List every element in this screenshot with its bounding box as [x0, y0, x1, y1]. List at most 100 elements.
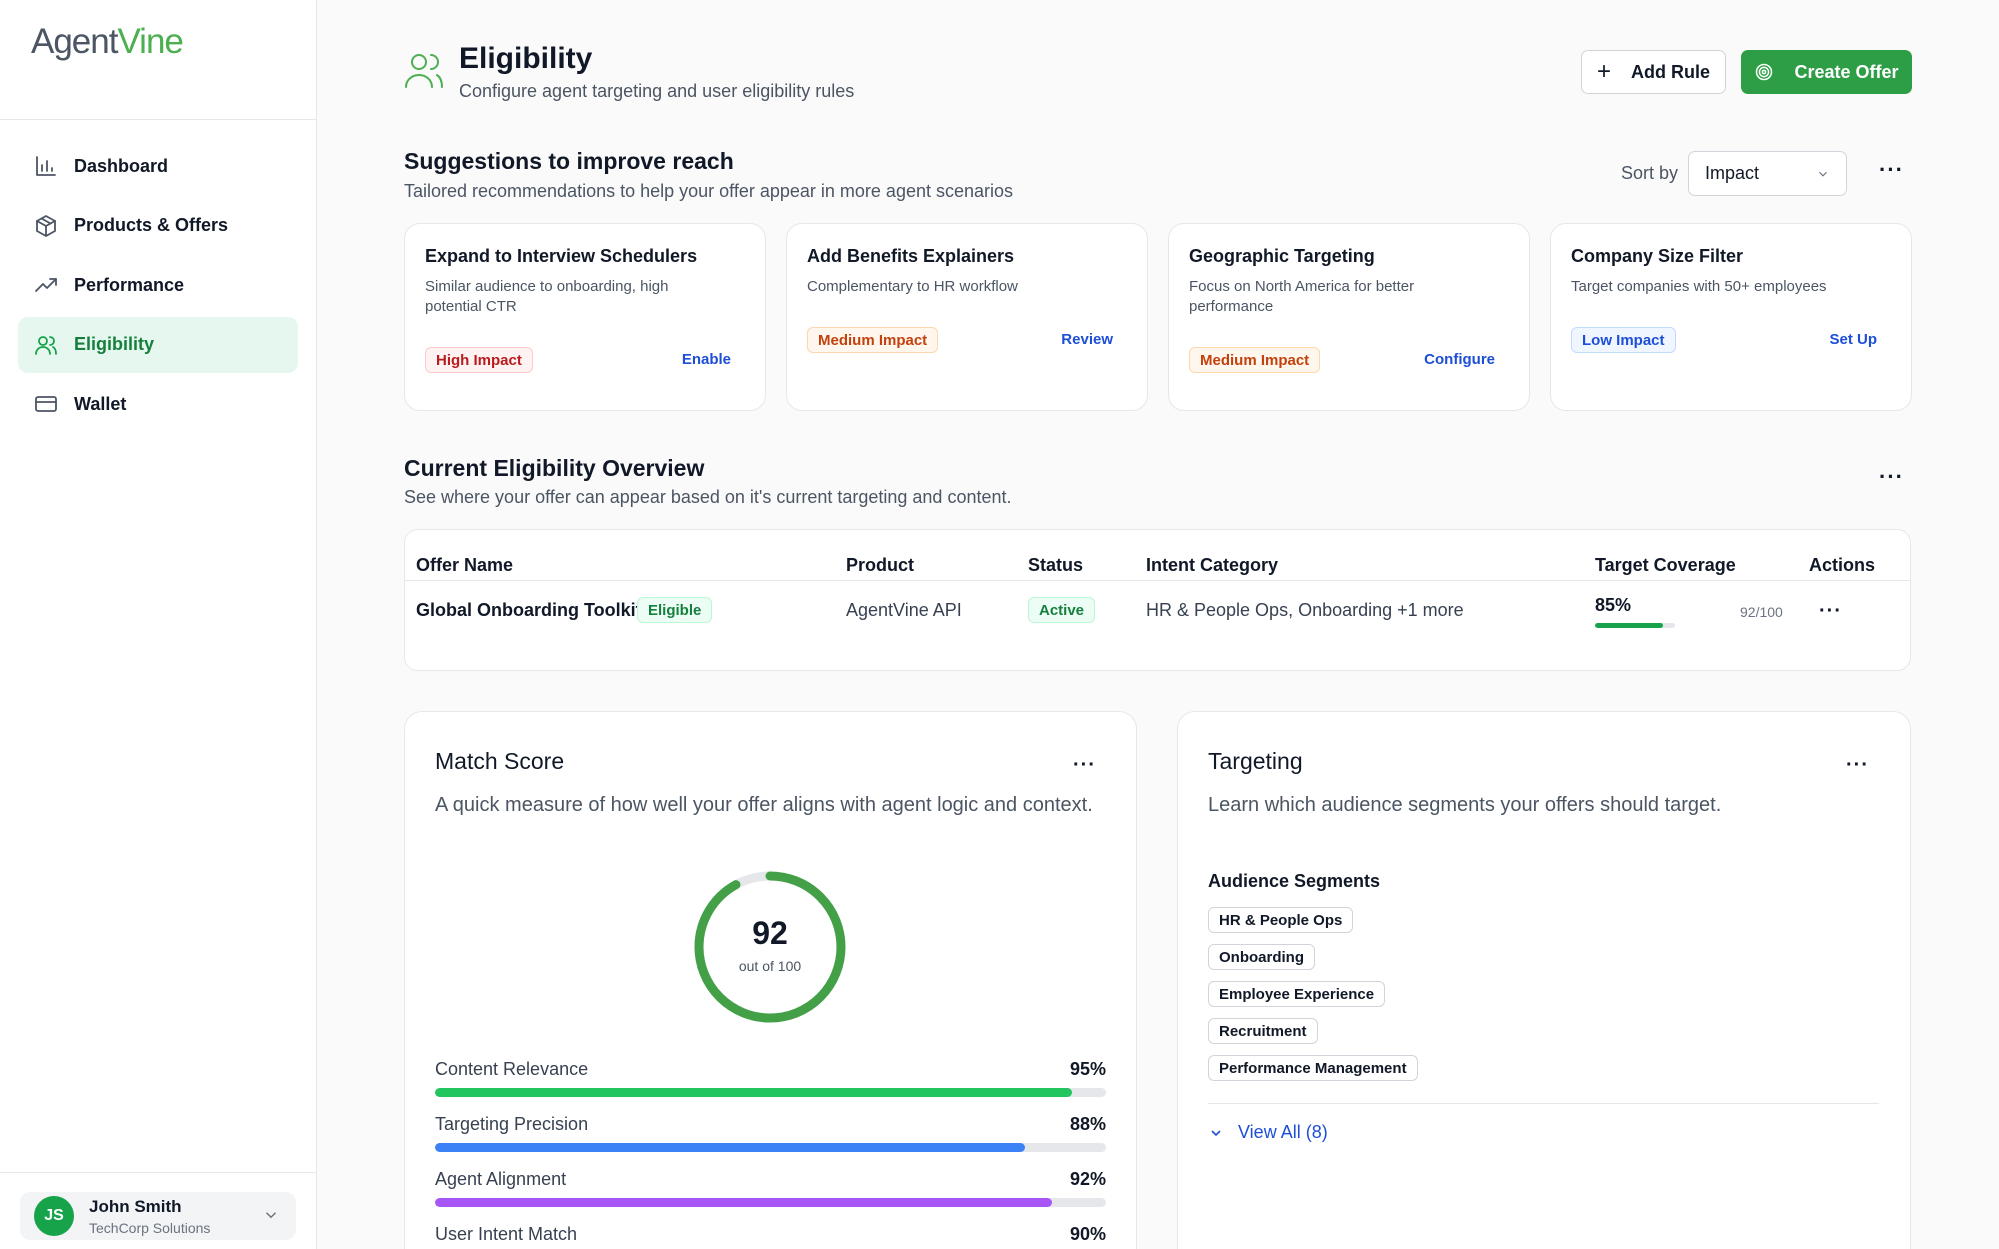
targeting-panel: Targeting Learn which audience segments … [1177, 711, 1911, 1249]
chevron-down-icon [265, 1212, 277, 1219]
sidebar-item-eligibility[interactable]: Eligibility [18, 316, 298, 373]
user-name: John Smith [89, 1196, 182, 1216]
metric-bar [435, 1143, 1106, 1152]
chevron-down-icon [1211, 1129, 1221, 1136]
overview-more-icon[interactable]: ··· [1879, 464, 1904, 489]
segments-divider [1208, 1103, 1879, 1104]
segment-tag[interactable]: Recruitment [1208, 1018, 1318, 1044]
column-header-actions: Actions [1809, 555, 1876, 575]
metric-agent-alignment: Agent Alignment 92% [435, 1169, 1106, 1207]
avatar: JS [34, 1196, 74, 1236]
sidebar-item-label: Dashboard [74, 155, 169, 176]
user-menu[interactable]: JS John Smith TechCorp Solutions [20, 1192, 296, 1240]
segment-tag[interactable]: Onboarding [1208, 944, 1315, 970]
sidebar-nav: Dashboard Products & Offers Performance … [18, 138, 298, 436]
overview-title: Current Eligibility Overview [404, 455, 705, 481]
score-gauge-ring [694, 871, 846, 1023]
view-all-label: View All (8) [1238, 1122, 1328, 1142]
impact-badge: Low Impact [1571, 327, 1676, 353]
score-label: out of 100 [738, 958, 802, 974]
targeting-subtitle: Learn which audience segments your offer… [1208, 794, 1722, 816]
enable-link[interactable]: Enable [681, 351, 731, 368]
sidebar: AgentVine Dashboard Products & Offers Pe… [0, 0, 317, 1249]
metric-label: Targeting Precision [435, 1114, 589, 1134]
sidebar-item-label: Performance [74, 274, 185, 295]
metric-content-relevance: Content Relevance 95% [435, 1059, 1106, 1097]
plus-icon: + [1596, 58, 1611, 85]
match-score-title: Match Score [435, 748, 565, 774]
row-actions-icon[interactable]: ··· [1819, 600, 1842, 622]
coverage-percent: 85% [1595, 595, 1632, 615]
table-divider [405, 580, 1910, 581]
logo[interactable]: AgentVine [31, 22, 184, 62]
sidebar-item-performance[interactable]: Performance [18, 257, 298, 313]
score-gauge: 92 out of 100 [690, 867, 850, 1027]
sidebar-item-dashboard[interactable]: Dashboard [18, 138, 298, 194]
sidebar-item-products-offers[interactable]: Products & Offers [18, 198, 298, 254]
page-title: Eligibility [459, 42, 593, 75]
review-link[interactable]: Review [1061, 331, 1113, 348]
metric-bar-fill [435, 1088, 1073, 1097]
trend-up-icon [35, 278, 57, 292]
overview-subtitle: See where your offer can appear based on… [404, 487, 1012, 507]
metric-value: 88% [1069, 1114, 1106, 1134]
coverage-bar-fill [1595, 623, 1663, 628]
sort-value: Impact [1705, 163, 1760, 183]
metric-targeting-precision: Targeting Precision 88% [435, 1114, 1106, 1152]
metric-label: User Intent Match [435, 1224, 578, 1244]
sidebar-item-label: Wallet [74, 393, 127, 414]
coverage-bar [1595, 623, 1675, 628]
match-score-more-icon[interactable]: ··· [1073, 754, 1096, 776]
sort-label: Sort by [1621, 163, 1679, 183]
segment-tag[interactable]: Performance Management [1208, 1055, 1418, 1081]
column-header-status: Status [1028, 555, 1084, 575]
logo-text-vine: Vine [117, 22, 183, 61]
bar-chart-icon [36, 156, 56, 176]
card-description: Focus on North America for better perfor… [1189, 278, 1415, 315]
segment-tag[interactable]: HR & People Ops [1208, 907, 1354, 933]
card-title: Company Size Filter [1571, 246, 1744, 266]
card-title: Geographic Targeting [1189, 246, 1375, 266]
card-title: Expand to Interview Schedulers [425, 246, 698, 266]
page-subtitle: Configure agent targeting and user eligi… [459, 81, 855, 101]
impact-badge: Medium Impact [1189, 347, 1321, 373]
status-badge: Active [1028, 597, 1096, 623]
targeting-more-icon[interactable]: ··· [1846, 754, 1869, 776]
users-icon [405, 54, 443, 88]
card-title: Add Benefits Explainers [807, 246, 1015, 266]
target-icon [1756, 63, 1773, 81]
sidebar-item-wallet[interactable]: Wallet [18, 376, 298, 432]
audience-segments-title: Audience Segments [1208, 871, 1381, 891]
sidebar-divider [0, 119, 316, 120]
suggestions-more-icon[interactable]: ··· [1879, 157, 1904, 182]
metric-value: 95% [1069, 1059, 1106, 1079]
add-rule-button[interactable]: + Add Rule [1581, 50, 1726, 94]
offer-name: Global Onboarding Toolkit [416, 600, 642, 620]
segment-tag[interactable]: Employee Experience [1208, 981, 1386, 1007]
add-rule-label: Add Rule [1631, 61, 1710, 82]
create-offer-button[interactable]: Create Offer [1741, 50, 1912, 94]
card-description: Target companies with 50+ employees [1571, 278, 1827, 295]
sort-select[interactable]: Impact [1688, 151, 1847, 196]
logo-text-agent: Agent [31, 22, 118, 61]
column-header-product: Product [846, 555, 915, 575]
impact-badge: High Impact [425, 347, 533, 373]
match-score-panel: Match Score A quick measure of how well … [404, 711, 1137, 1249]
configure-link[interactable]: Configure [1424, 351, 1495, 368]
view-all-link[interactable]: View All (8) [1208, 1122, 1328, 1143]
column-header-intent-category: Intent Category [1146, 555, 1279, 575]
eligible-badge: Eligible [637, 597, 713, 623]
card-icon [35, 396, 57, 412]
set-up-link[interactable]: Set Up [1829, 331, 1877, 348]
metric-bar-fill [435, 1198, 1053, 1207]
card-description: Similar audience to onboarding, high pot… [425, 278, 669, 315]
column-header-offer-name: Offer Name [416, 555, 514, 575]
user-divider [0, 1172, 316, 1173]
intent-category: HR & People Ops, Onboarding +1 more [1146, 600, 1464, 620]
suggestions-title: Suggestions to improve reach [404, 148, 734, 174]
column-header-target-coverage: Target Coverage [1595, 555, 1736, 575]
metric-bar [435, 1088, 1106, 1097]
box-icon [36, 214, 56, 237]
users-icon [35, 335, 57, 355]
match-score-subtitle: A quick measure of how well your offer a… [435, 794, 1093, 816]
